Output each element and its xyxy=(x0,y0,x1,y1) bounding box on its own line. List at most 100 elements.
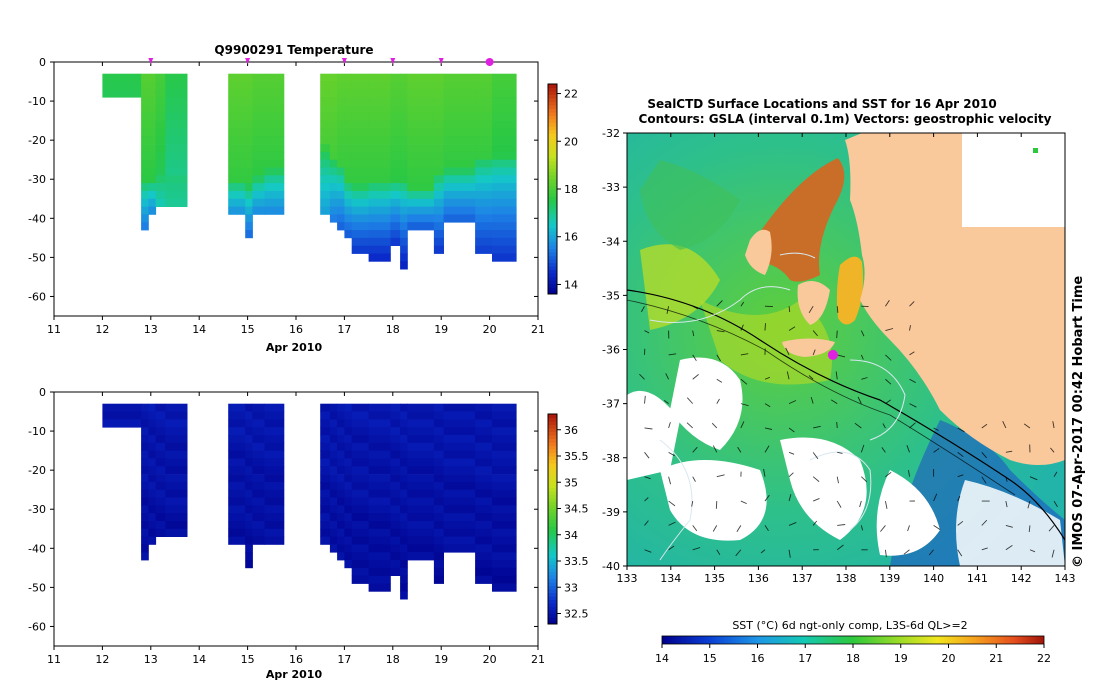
heatmap-cell xyxy=(141,403,149,412)
colorbar-segment xyxy=(548,470,557,474)
yorke-peninsula xyxy=(745,229,772,275)
map-x-tick-label: 139 xyxy=(879,572,900,585)
heatmap-cell xyxy=(320,435,331,444)
heatmap-cell xyxy=(368,191,391,200)
heatmap-cell xyxy=(320,151,331,161)
colorbar-segment xyxy=(548,203,557,207)
heatmap-cell xyxy=(337,206,345,215)
heatmap-cell xyxy=(155,474,166,483)
colorbar-segment xyxy=(548,589,557,593)
heatmap-cell xyxy=(148,191,157,200)
velocity-vector xyxy=(712,525,718,532)
sst-colorbar-tick-label: 17 xyxy=(798,652,812,665)
colorbar-tick-label: 20 xyxy=(564,135,578,148)
heatmap-cell xyxy=(148,175,157,184)
heatmap-cell xyxy=(475,536,493,545)
colorbar-segment xyxy=(548,199,557,204)
heatmap-cell xyxy=(368,97,391,106)
heatmap-cell xyxy=(155,198,166,207)
heatmap-cell xyxy=(320,481,331,491)
heatmap-cell xyxy=(433,175,444,184)
heatmap-cell xyxy=(245,97,253,106)
heatmap-cell xyxy=(320,175,331,184)
velocity-vector xyxy=(764,445,770,453)
heatmap-cell xyxy=(165,505,188,514)
heatmap-cell xyxy=(337,167,345,176)
x-tick-label: 17 xyxy=(337,653,351,666)
heatmap-cell xyxy=(433,237,444,246)
heatmap-cell xyxy=(337,458,345,467)
heatmap-cell xyxy=(264,151,285,161)
heatmap-cell xyxy=(320,411,331,420)
colorbar-segment xyxy=(548,424,557,429)
heatmap-cell xyxy=(264,175,285,184)
heatmap-cell xyxy=(492,560,517,569)
heatmap-cell xyxy=(492,521,517,530)
heatmap-cell xyxy=(245,442,253,451)
x-tick-label: 12 xyxy=(95,323,109,336)
heatmap-cell xyxy=(390,528,401,537)
heatmap-cell xyxy=(155,136,166,145)
y-tick-label: -10 xyxy=(28,425,46,438)
velocity-vector xyxy=(1053,500,1058,508)
colorbar-segment xyxy=(548,126,557,130)
velocity-vector xyxy=(882,423,886,429)
heatmap-cell xyxy=(407,489,435,498)
heatmap-cell xyxy=(344,112,353,121)
heatmap-cell xyxy=(492,481,517,491)
heatmap-cell xyxy=(228,528,246,537)
heatmap-cell xyxy=(390,419,401,428)
heatmap-cell xyxy=(344,536,353,545)
heatmap-cell xyxy=(148,136,157,145)
heatmap-cell xyxy=(329,183,338,192)
heatmap-cell xyxy=(228,489,246,498)
heatmap-cell xyxy=(165,144,188,153)
heatmap-cell xyxy=(407,175,435,184)
velocity-vector xyxy=(668,545,675,551)
heatmap-cell xyxy=(165,97,188,106)
heatmap-cell xyxy=(400,198,408,207)
colorbar-segment xyxy=(548,459,557,464)
heatmap-cell xyxy=(264,120,285,129)
heatmap-cell xyxy=(351,489,369,498)
heatmap-cell xyxy=(148,159,157,168)
heatmap-cell xyxy=(407,120,435,129)
heatmap-cell xyxy=(228,474,246,483)
heatmap-cell xyxy=(102,81,142,90)
heatmap-cell xyxy=(245,183,253,192)
velocity-vector xyxy=(835,371,838,380)
heatmap-cell xyxy=(155,403,166,412)
sst-colorbar xyxy=(661,635,1045,645)
temperature-axes: 11 12 13 14 15 16 17 18 19 20 21 0 -10 -20 -30 -40 -50 -6… xyxy=(28,56,545,336)
heatmap-cell xyxy=(443,497,476,506)
heatmap-cell xyxy=(141,159,149,168)
heatmap-cell xyxy=(368,513,391,522)
heatmap-cell xyxy=(344,513,353,522)
colorbar-segment xyxy=(548,175,557,179)
colorbar-segment xyxy=(548,147,557,151)
velocity-vector xyxy=(909,422,916,429)
velocity-vector xyxy=(644,330,650,334)
heatmap-cell xyxy=(400,528,408,537)
heatmap-cell xyxy=(475,89,493,98)
heatmap-cell xyxy=(141,81,149,90)
heatmap-cell xyxy=(492,112,517,121)
heatmap-cell xyxy=(337,521,345,530)
velocity-vector xyxy=(764,323,766,331)
heatmap-cell xyxy=(443,403,476,412)
heatmap-cell xyxy=(155,458,166,467)
heatmap-cell xyxy=(492,427,517,436)
heatmap-cell xyxy=(390,175,401,184)
heatmap-cell xyxy=(390,167,401,176)
heatmap-cell xyxy=(492,198,517,207)
colorbar-segment xyxy=(548,168,557,172)
heatmap-cell xyxy=(475,128,493,137)
colorbar-segment xyxy=(548,112,557,116)
colorbar-tick-label: 34 xyxy=(564,529,578,542)
colorbar-segment xyxy=(548,585,557,590)
colorbar-segment xyxy=(548,501,557,506)
heatmap-cell xyxy=(320,450,331,459)
sst-colorbar-tick-label: 15 xyxy=(703,652,717,665)
velocity-vector xyxy=(981,519,988,526)
heatmap-cell xyxy=(390,206,401,215)
